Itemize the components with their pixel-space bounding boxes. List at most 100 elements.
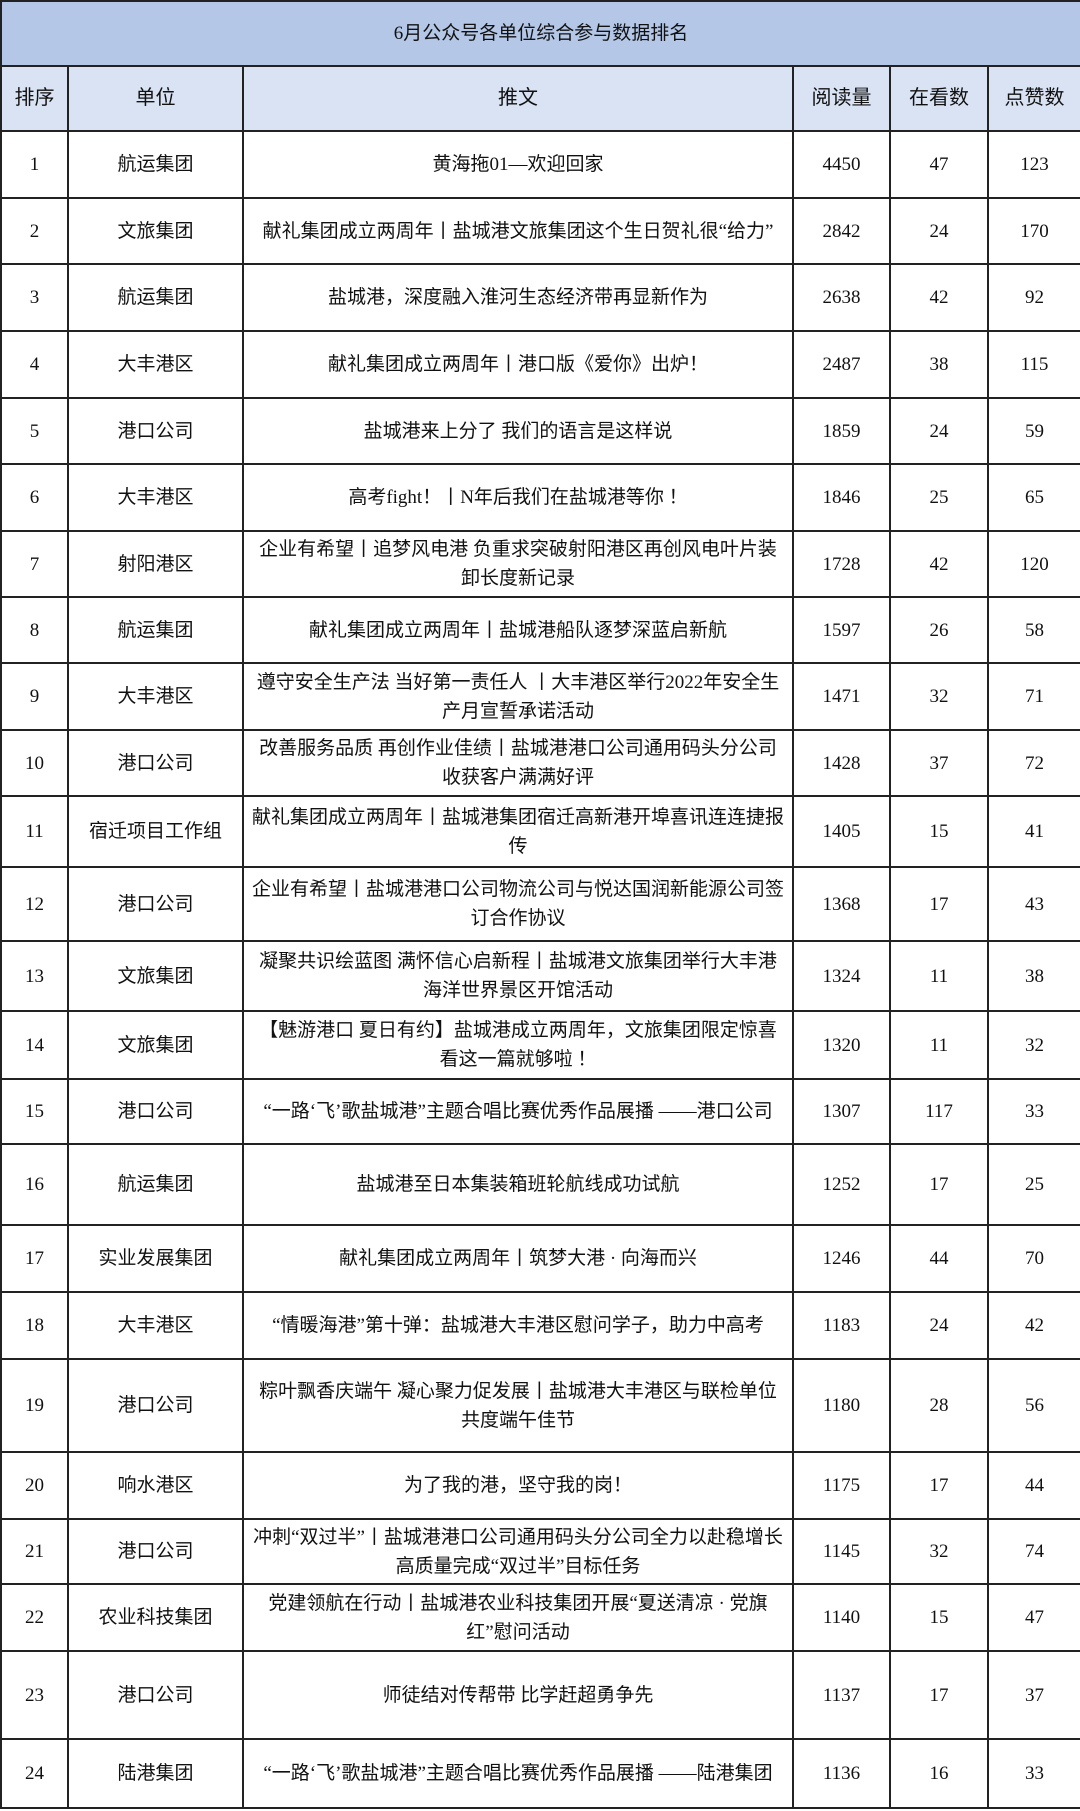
post-cell: 【魅游港口 夏日有约】盐城港成立两周年，文旅集团限定惊喜看这一篇就够啦 ！ xyxy=(242,1010,794,1080)
header-rank: 排序 xyxy=(0,65,69,132)
rank-cell: 15 xyxy=(0,1078,69,1145)
post-cell: 黄海拖01—欢迎回家 xyxy=(242,130,794,199)
watching-cell: 17 xyxy=(889,1650,989,1740)
watching-cell: 44 xyxy=(889,1224,989,1293)
rank-cell: 9 xyxy=(0,662,69,731)
table-row: 23 港口公司 师徒结对传帮带 比学赶超勇争先 1137 17 37 xyxy=(0,1650,1080,1740)
watching-cell: 42 xyxy=(889,530,989,598)
post-cell: 盐城港，深度融入淮河生态经济带再显新作为 xyxy=(242,263,794,332)
unit-cell: 航运集团 xyxy=(67,1143,244,1226)
post-cell: 冲刺“双过半”丨盐城港港口公司通用码头分公司全力以赴稳增长 高质量完成“双过半”… xyxy=(242,1518,794,1585)
rank-cell: 2 xyxy=(0,197,69,265)
likes-cell: 59 xyxy=(986,397,1080,465)
likes-cell: 33 xyxy=(986,1078,1080,1145)
likes-cell: 120 xyxy=(986,530,1080,598)
table-row: 18 大丰港区 “情暖海港”第十弹：盐城港大丰港区慰问学子，助力中高考 1183 24 4… xyxy=(0,1291,1080,1360)
table-row: 8 航运集团 献礼集团成立两周年丨盐城港船队逐梦深蓝启新航 1597 26 58 xyxy=(0,596,1080,664)
unit-cell: 港口公司 xyxy=(67,1518,244,1585)
table-row: 15 港口公司 “一路‘飞’歌盐城港”主题合唱比赛优秀作品展播 ——港口公司 1307… xyxy=(0,1078,1080,1145)
likes-cell: 123 xyxy=(986,130,1080,199)
reads-cell: 1307 xyxy=(792,1078,891,1145)
unit-cell: 大丰港区 xyxy=(67,1291,244,1360)
post-cell: 为了我的港，坚守我的岗！ xyxy=(242,1451,794,1520)
likes-cell: 43 xyxy=(986,866,1080,942)
watching-cell: 15 xyxy=(889,795,989,868)
table-row: 12 港口公司 企业有希望丨盐城港港口公司物流公司与悦达国润新能源公司签订合作协议 1… xyxy=(0,866,1080,942)
table-row: 6 大丰港区 高考fight！丨N年后我们在盐城港等你 ！ 1846 25 65 xyxy=(0,463,1080,532)
rank-cell: 5 xyxy=(0,397,69,465)
watching-cell: 24 xyxy=(889,197,989,265)
post-cell: 遵守安全生产法 当好第一责任人 丨大丰港区举行2022年安全生产月宣誓承诺活动 xyxy=(242,662,794,731)
reads-cell: 1140 xyxy=(792,1583,891,1652)
likes-cell: 115 xyxy=(986,330,1080,399)
reads-cell: 4450 xyxy=(792,130,891,199)
reads-cell: 2638 xyxy=(792,263,891,332)
likes-cell: 25 xyxy=(986,1143,1080,1226)
likes-cell: 38 xyxy=(986,940,1080,1012)
reads-cell: 1324 xyxy=(792,940,891,1012)
post-cell: 高考fight！丨N年后我们在盐城港等你 ！ xyxy=(242,463,794,532)
unit-cell: 港口公司 xyxy=(67,397,244,465)
watching-cell: 38 xyxy=(889,330,989,399)
unit-cell: 陆港集团 xyxy=(67,1738,244,1809)
reads-cell: 1859 xyxy=(792,397,891,465)
table-row: 19 港口公司 粽叶飘香庆端午 凝心聚力促发展丨盐城港大丰港区与联检单位共度端午佳节… xyxy=(0,1358,1080,1453)
rank-cell: 11 xyxy=(0,795,69,868)
likes-cell: 33 xyxy=(986,1738,1080,1809)
post-cell: 献礼集团成立两周年丨盐城港文旅集团这个生日贺礼很“给力” xyxy=(242,197,794,265)
table-row: 14 文旅集团 【魅游港口 夏日有约】盐城港成立两周年，文旅集团限定惊喜看这一篇就够… xyxy=(0,1010,1080,1080)
reads-cell: 1137 xyxy=(792,1650,891,1740)
unit-cell: 港口公司 xyxy=(67,1358,244,1453)
rank-cell: 10 xyxy=(0,729,69,797)
rank-cell: 7 xyxy=(0,530,69,598)
table-row: 5 港口公司 盐城港来上分了 我们的语言是这样说 1859 24 59 xyxy=(0,397,1080,465)
unit-cell: 大丰港区 xyxy=(67,662,244,731)
watching-cell: 32 xyxy=(889,1518,989,1585)
unit-cell: 文旅集团 xyxy=(67,940,244,1012)
post-cell: 师徒结对传帮带 比学赶超勇争先 xyxy=(242,1650,794,1740)
post-cell: 盐城港来上分了 我们的语言是这样说 xyxy=(242,397,794,465)
post-cell: 献礼集团成立两周年丨盐城港船队逐梦深蓝启新航 xyxy=(242,596,794,664)
table-row: 16 航运集团 盐城港至日本集装箱班轮航线成功试航 1252 17 25 xyxy=(0,1143,1080,1226)
post-cell: 献礼集团成立两周年丨盐城港集团宿迁高新港开埠喜讯连连捷报传 xyxy=(242,795,794,868)
post-cell: 改善服务品质 再创作业佳绩丨盐城港港口公司通用码头分公司收获客户满满好评 xyxy=(242,729,794,797)
likes-cell: 56 xyxy=(986,1358,1080,1453)
rank-cell: 12 xyxy=(0,866,69,942)
table-row: 1 航运集团 黄海拖01—欢迎回家 4450 47 123 xyxy=(0,130,1080,199)
post-cell: “一路‘飞’歌盐城港”主题合唱比赛优秀作品展播 ——港口公司 xyxy=(242,1078,794,1145)
unit-cell: 大丰港区 xyxy=(67,330,244,399)
post-cell: 企业有希望丨追梦风电港 负重求突破射阳港区再创风电叶片装卸长度新记录 xyxy=(242,530,794,598)
rank-cell: 17 xyxy=(0,1224,69,1293)
watching-cell: 16 xyxy=(889,1738,989,1809)
table-row: 9 大丰港区 遵守安全生产法 当好第一责任人 丨大丰港区举行2022年安全生产月宣誓… xyxy=(0,662,1080,731)
rank-cell: 4 xyxy=(0,330,69,399)
watching-cell: 24 xyxy=(889,397,989,465)
watching-cell: 24 xyxy=(889,1291,989,1360)
reads-cell: 1405 xyxy=(792,795,891,868)
watching-cell: 17 xyxy=(889,1143,989,1226)
reads-cell: 1246 xyxy=(792,1224,891,1293)
likes-cell: 92 xyxy=(986,263,1080,332)
watching-cell: 15 xyxy=(889,1583,989,1652)
likes-cell: 32 xyxy=(986,1010,1080,1080)
post-cell: 企业有希望丨盐城港港口公司物流公司与悦达国润新能源公司签订合作协议 xyxy=(242,866,794,942)
rank-cell: 21 xyxy=(0,1518,69,1585)
unit-cell: 宿迁项目工作组 xyxy=(67,795,244,868)
post-cell: “一路‘飞’歌盐城港”主题合唱比赛优秀作品展播 ——陆港集团 xyxy=(242,1738,794,1809)
table-row: 11 宿迁项目工作组 献礼集团成立两周年丨盐城港集团宿迁高新港开埠喜讯连连捷报传 14… xyxy=(0,795,1080,868)
unit-cell: 港口公司 xyxy=(67,866,244,942)
reads-cell: 1136 xyxy=(792,1738,891,1809)
reads-cell: 1252 xyxy=(792,1143,891,1226)
watching-cell: 17 xyxy=(889,1451,989,1520)
reads-cell: 2487 xyxy=(792,330,891,399)
post-cell: 献礼集团成立两周年丨港口版《爱你》出炉！ xyxy=(242,330,794,399)
reads-cell: 1320 xyxy=(792,1010,891,1080)
table-row: 10 港口公司 改善服务品质 再创作业佳绩丨盐城港港口公司通用码头分公司收获客户满满… xyxy=(0,729,1080,797)
rank-cell: 16 xyxy=(0,1143,69,1226)
likes-cell: 74 xyxy=(986,1518,1080,1585)
table-title: 6月公众号各单位综合参与数据排名 xyxy=(0,0,1080,67)
likes-cell: 42 xyxy=(986,1291,1080,1360)
reads-cell: 1145 xyxy=(792,1518,891,1585)
unit-cell: 港口公司 xyxy=(67,1078,244,1145)
table-row: 24 陆港集团 “一路‘飞’歌盐城港”主题合唱比赛优秀作品展播 ——陆港集团 1136… xyxy=(0,1738,1080,1809)
